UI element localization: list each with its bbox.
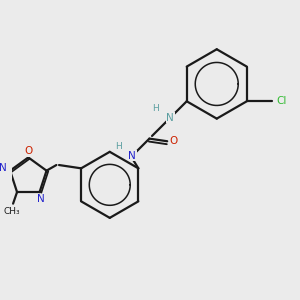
Text: H: H	[115, 142, 122, 151]
Text: N: N	[166, 113, 174, 123]
Text: N: N	[37, 194, 45, 204]
Text: O: O	[25, 146, 33, 157]
Text: CH₃: CH₃	[4, 207, 20, 216]
Text: Cl: Cl	[276, 96, 286, 106]
Text: H: H	[153, 104, 159, 113]
Text: O: O	[169, 136, 177, 146]
Text: N: N	[0, 163, 7, 173]
Text: N: N	[128, 151, 136, 161]
